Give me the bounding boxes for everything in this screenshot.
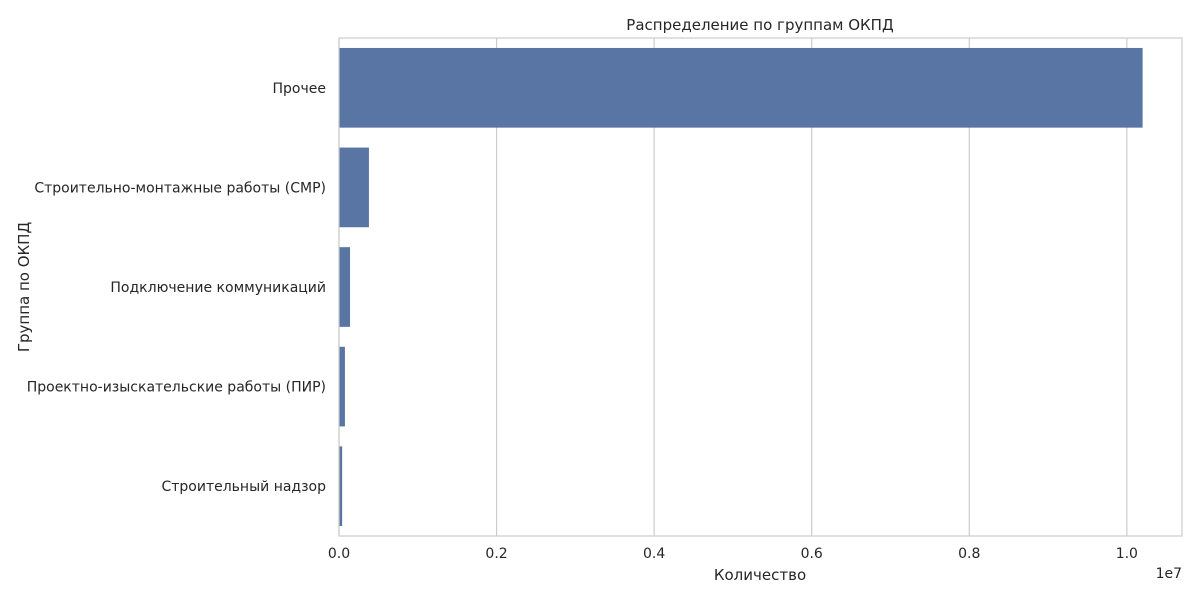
bar bbox=[339, 147, 369, 228]
x-tick-label: 0.8 bbox=[958, 546, 980, 562]
chart-title: Распределение по группам ОКПД bbox=[626, 16, 893, 34]
plot-frame bbox=[338, 37, 1183, 537]
x-tick-label: 0.4 bbox=[643, 546, 665, 562]
x-axis-title: Количество bbox=[714, 566, 806, 584]
x-axis-offset-label: 1e7 bbox=[1156, 566, 1182, 582]
y-tick-labels: Прочее Строительно-монтажные работы (СМР)… bbox=[27, 81, 326, 495]
x-tick-label: 1.0 bbox=[1116, 546, 1138, 562]
y-axis-title: Группа по ОКПД bbox=[15, 222, 33, 352]
y-tick-label: Строительно-монтажные работы (СМР) bbox=[34, 180, 326, 196]
bar bbox=[339, 47, 1143, 128]
x-tick-label: 0.2 bbox=[485, 546, 507, 562]
bar bbox=[339, 247, 351, 327]
x-tick-label: 0.6 bbox=[801, 546, 823, 562]
x-tick-labels: 0.0 0.2 0.4 0.6 0.8 1.0 bbox=[328, 546, 1138, 562]
y-tick-label: Подключение коммуникаций bbox=[110, 280, 326, 296]
y-tick-label: Проектно-изыскательские работы (ПИР) bbox=[27, 380, 326, 396]
y-tick-label: Строительный надзор bbox=[161, 479, 326, 495]
bar bbox=[339, 446, 343, 527]
bars-layer bbox=[339, 47, 1143, 527]
bar bbox=[339, 346, 345, 427]
x-tick-label: 0.0 bbox=[328, 546, 350, 562]
y-tick-label: Прочее bbox=[273, 81, 326, 97]
